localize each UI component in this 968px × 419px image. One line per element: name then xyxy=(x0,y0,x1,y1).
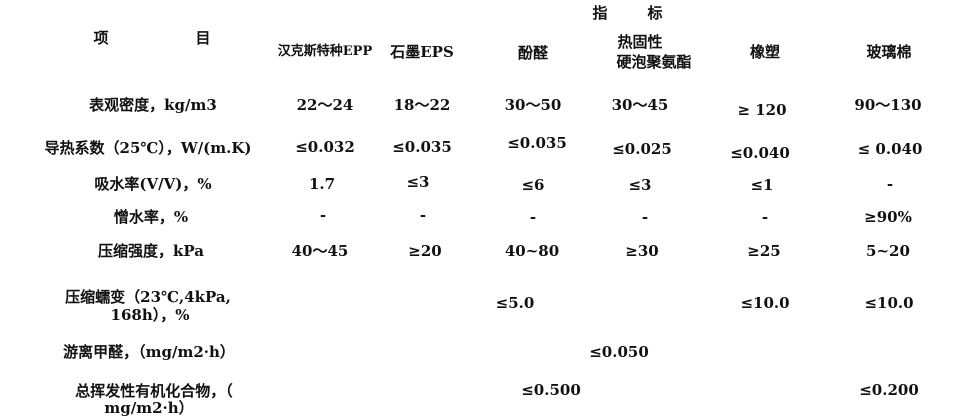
cell: ≤0.032 xyxy=(295,138,355,156)
col-pu-line1: 热固性 xyxy=(617,33,663,51)
row-label: 游离甲醛，（mg/m2·h） xyxy=(63,343,235,361)
cell: 40～45 xyxy=(291,242,349,260)
row-label-line2: 168h），% xyxy=(110,306,190,324)
cell: 22～24 xyxy=(296,96,354,114)
cell: 90～130 xyxy=(854,96,922,114)
col-rubber: 橡塑 xyxy=(749,43,781,61)
item-header-2: 目 xyxy=(195,29,211,47)
cell: - xyxy=(886,175,894,193)
cell: ≤6 xyxy=(521,176,545,194)
cell: ≤0.035 xyxy=(507,134,567,152)
cell: 5~20 xyxy=(866,242,910,260)
cell: ≤0.025 xyxy=(612,140,672,158)
index-header-2: 标 xyxy=(647,4,663,22)
cell: ≥30 xyxy=(625,242,659,260)
col-pu-line2: 硬泡聚氨酯 xyxy=(616,53,692,71)
row-label-line1: 压缩蠕变（23℃,4kPa, xyxy=(65,288,231,306)
col-epp: 汉克斯特种EPP xyxy=(277,44,373,59)
col-phenolic: 酚醛 xyxy=(517,44,549,62)
cell: 1.7 xyxy=(308,175,336,193)
cell: - xyxy=(319,206,327,224)
cell: - xyxy=(419,206,427,224)
row-label-line2: mg/m2·h） xyxy=(104,399,194,417)
item-header-1: 项 xyxy=(93,29,109,47)
cell: ≤0.035 xyxy=(392,138,452,156)
row-label: 表观密度，kg/m3 xyxy=(89,96,217,114)
cell: ≤ 0.040 xyxy=(857,140,923,158)
row-label: 吸水率(V/V)，% xyxy=(94,175,212,193)
col-eps: 石墨EPS xyxy=(390,43,454,61)
cell: 30～50 xyxy=(504,96,562,114)
row-label: 压缩强度，kPa xyxy=(98,242,204,260)
cell: ≥20 xyxy=(408,242,442,260)
cell: 30～45 xyxy=(611,96,669,114)
cell: 40~80 xyxy=(504,242,560,260)
index-header-1: 指 xyxy=(592,4,608,22)
cell: ≤0.050 xyxy=(589,343,649,361)
cell: ≤5.0 xyxy=(495,294,535,312)
row-label: 憎水率，% xyxy=(113,208,189,226)
row-label-line1: 总挥发性有机化合物，（ xyxy=(75,382,233,400)
cell: ≤1 xyxy=(750,176,774,194)
cell: ≤10.0 xyxy=(740,294,790,312)
cell: ≤10.0 xyxy=(864,294,914,312)
cell: - xyxy=(529,208,537,226)
cell: ≤0.500 xyxy=(521,381,581,399)
cell: ≤3 xyxy=(406,173,430,191)
row-label: 导热系数（25℃），W/(m.K) xyxy=(44,139,252,157)
col-glasswool: 玻璃棉 xyxy=(866,43,912,61)
cell: - xyxy=(641,208,649,226)
cell: ≤3 xyxy=(628,176,652,194)
cell: ≥25 xyxy=(747,242,781,260)
cell: ≤0.200 xyxy=(859,381,919,399)
cell: - xyxy=(761,208,769,226)
cell: ≥ 120 xyxy=(737,101,787,119)
cell: 18～22 xyxy=(393,96,451,114)
cell: ≤0.040 xyxy=(730,144,790,162)
cell: ≥90% xyxy=(864,208,912,226)
